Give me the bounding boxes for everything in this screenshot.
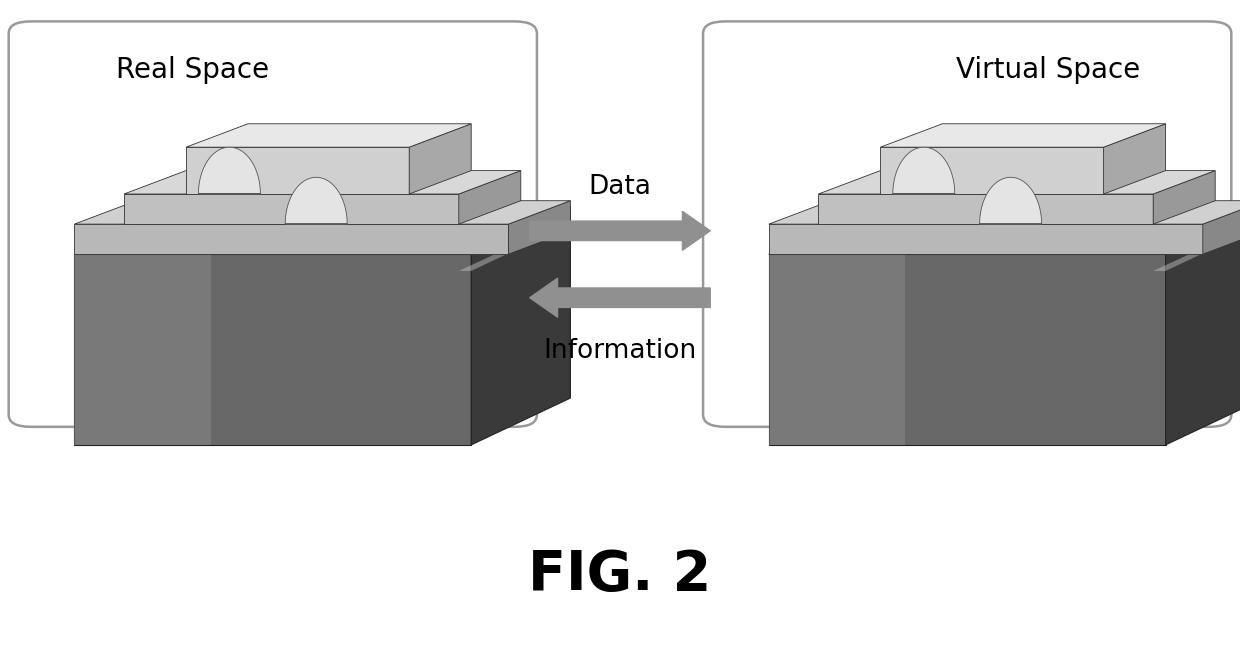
Text: FIG. 2: FIG. 2 [528,549,712,602]
Polygon shape [124,171,521,194]
Polygon shape [186,147,409,194]
FancyBboxPatch shape [703,21,1231,427]
Polygon shape [198,147,260,194]
Polygon shape [124,194,459,224]
Polygon shape [880,124,1166,147]
Polygon shape [459,171,521,224]
Polygon shape [74,254,211,445]
Polygon shape [818,171,1215,194]
Polygon shape [1203,201,1240,254]
Polygon shape [186,124,471,147]
Polygon shape [74,207,570,254]
Text: Information: Information [543,339,697,364]
Text: Virtual Space: Virtual Space [956,56,1140,84]
Polygon shape [1104,124,1166,194]
Polygon shape [74,224,508,254]
Polygon shape [769,254,1166,445]
Polygon shape [769,207,1240,254]
Polygon shape [1153,171,1215,224]
FancyArrowPatch shape [529,278,711,317]
Polygon shape [74,224,570,271]
Polygon shape [409,124,471,194]
Polygon shape [1166,207,1240,445]
Polygon shape [880,147,1104,194]
Polygon shape [508,201,570,254]
Polygon shape [893,147,955,194]
Polygon shape [285,177,347,224]
Polygon shape [769,224,1203,254]
Polygon shape [769,201,1240,224]
Polygon shape [769,224,1240,271]
Text: Data: Data [589,175,651,200]
Text: Real Space: Real Space [115,56,269,84]
Polygon shape [980,177,1042,224]
Polygon shape [471,207,570,445]
Polygon shape [74,254,471,445]
Polygon shape [769,254,905,445]
FancyBboxPatch shape [9,21,537,427]
Polygon shape [818,194,1153,224]
FancyArrowPatch shape [529,211,711,250]
Polygon shape [74,201,570,224]
